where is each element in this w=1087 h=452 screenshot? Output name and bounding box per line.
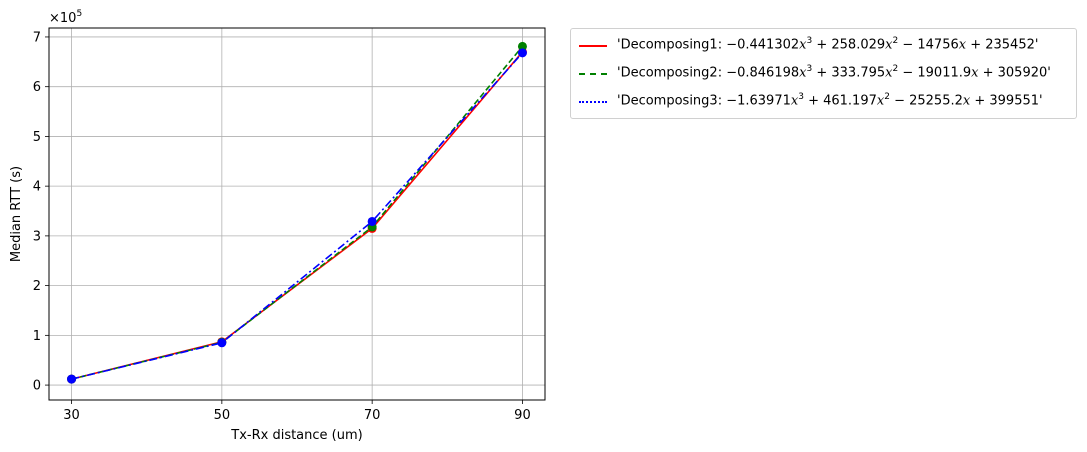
axis-ticks: 30 50 70 90 0 1 2 3 4 5 6 7 [33,30,531,423]
legend-swatch-red-solid [579,45,607,47]
legend-item-decomposing3: 'Decomposing3: −1.63971x3 + 461.197x2 − … [571,90,1076,114]
y-tick-label: 3 [33,229,41,244]
y-tick-label: 6 [33,80,41,95]
series-3-point [367,216,377,226]
y-tick-label: 5 [33,130,41,145]
y-tick-label: 7 [33,30,41,45]
legend-swatch-blue-dashdot [579,101,607,103]
plot-frame [48,27,546,401]
x-tick-label: 70 [364,408,381,423]
y-tick-label: 1 [33,329,41,344]
y-axis-label: Median RTT (s) [9,166,24,262]
series-line-2 [71,45,524,380]
x-tick-label: 90 [514,408,531,423]
legend-item-decomposing1: 'Decomposing1: −0.441302x3 + 258.029x2 −… [571,34,1076,58]
series-3-point [217,338,227,348]
series-line-3 [71,52,524,380]
legend: 'Decomposing1: −0.441302x3 + 258.029x2 −… [570,28,1077,119]
series-2-point [517,41,527,51]
x-tick-label: 50 [214,408,231,423]
series-layer [67,41,527,384]
x-tick-label: 30 [63,408,80,423]
legend-label-decomposing3: 'Decomposing3: −1.63971x3 + 461.197x2 − … [617,92,1043,109]
legend-item-decomposing2: 'Decomposing2: −0.846198x3 + 333.795x2 −… [571,62,1076,86]
x-axis-label: Tx-Rx distance (um) [230,428,362,443]
legend-label-decomposing2: 'Decomposing2: −0.846198x3 + 333.795x2 −… [617,64,1051,81]
legend-label-decomposing1: 'Decomposing1: −0.441302x3 + 258.029x2 −… [617,36,1039,53]
y-tick-label: 0 [33,379,41,394]
legend-swatch-green-dashed [579,73,607,75]
series-3-point [67,374,77,384]
y-tick-label: 4 [33,180,41,195]
y-axis-multiplier: ×105 [49,9,82,26]
series-line-1 [71,51,524,380]
grid-lines [49,28,545,400]
series-3-point [517,48,527,58]
y-tick-label: 2 [33,279,41,294]
